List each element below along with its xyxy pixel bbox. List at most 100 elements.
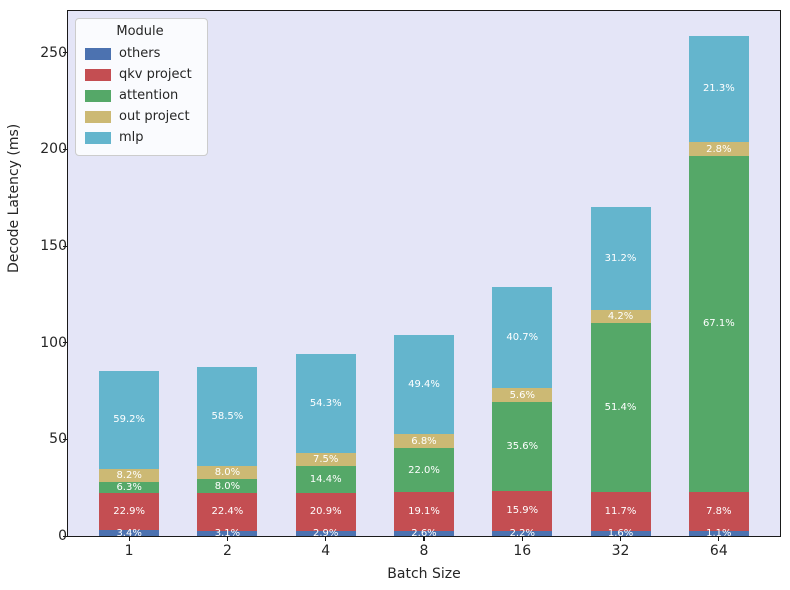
y-tick-mark [63, 342, 67, 344]
bar-segment-out-project: 2.8% [688, 142, 749, 156]
segment-percent-label: 20.9% [309, 506, 342, 518]
y-tick-mark [63, 52, 67, 54]
bar-segment-others: 2.6% [393, 528, 454, 539]
segment-percent-label: 49.4% [408, 379, 440, 391]
x-tick-mark [128, 537, 130, 541]
segment-percent-label: 3.4% [116, 527, 142, 539]
bar-segment-qkv-project: 22.9% [99, 492, 160, 531]
legend-item-qkv-project: qkv project [85, 64, 195, 85]
stacked-bar-batch-4: 2.9% 20.9% 14.4% 7.5% 54.3% [295, 353, 356, 539]
legend-item-mlp: mlp [85, 127, 195, 148]
x-tick-mark [619, 537, 622, 541]
bar-segment-mlp: 21.3% [688, 35, 749, 143]
y-tick-label: 0 [58, 528, 67, 544]
legend-swatch-icon [85, 47, 111, 60]
segment-percent-label: 54.3% [309, 397, 342, 409]
bar-segment-out-project: 8.0% [197, 465, 258, 480]
segment-percent-label: 22.4% [211, 506, 244, 518]
bar-slot-64: 1.1% 7.8% 67.1% 2.8% 21.3% [670, 11, 768, 539]
x-tick-label-32: 32 [611, 543, 630, 559]
bar-segment-others: 1.1% [688, 527, 749, 539]
bar-segment-mlp: 31.2% [590, 207, 651, 310]
legend-title: Module [116, 24, 164, 39]
legend-item-label: attention [119, 88, 179, 103]
segment-percent-label: 2.2% [509, 527, 535, 539]
bar-segment-mlp: 49.4% [393, 334, 454, 435]
bar-slot-2: 3.1% 22.4% 8.0% 8.0% 58.5% [178, 11, 276, 539]
bar-segment-out-project: 6.8% [393, 434, 454, 449]
bar-segment-others: 3.1% [197, 527, 258, 539]
x-tick-label-2: 2 [222, 543, 232, 559]
segment-percent-label: 6.8% [411, 435, 437, 447]
bar-segment-qkv-project: 7.8% [688, 491, 749, 531]
bar-segment-attention: 14.4% [295, 466, 356, 493]
y-tick-label: 200 [40, 141, 67, 158]
segment-percent-label: 59.2% [113, 414, 146, 426]
x-tick-mark [325, 537, 327, 541]
segment-percent-label: 1.6% [607, 527, 634, 539]
bar-slot-1: 3.4% 22.9% 6.3% 8.2% 59.2% [80, 11, 178, 539]
x-tick-label-1: 1 [124, 543, 134, 559]
segment-percent-label: 4.2% [607, 311, 634, 323]
y-tick-mark [63, 535, 67, 537]
legend-item-out-project: out project [85, 106, 195, 127]
x-tick-mark [423, 537, 425, 541]
legend-swatch-icon [85, 89, 111, 102]
segment-percent-label: 8.0% [214, 467, 241, 479]
x-tick-mark [718, 537, 720, 541]
legend-swatch-icon [85, 68, 111, 81]
bar-segment-attention: 8.0% [197, 479, 258, 493]
bar-segment-qkv-project: 22.4% [197, 492, 258, 531]
segment-percent-label: 40.7% [506, 332, 539, 344]
segment-percent-label: 35.6% [506, 441, 539, 453]
segment-percent-label: 67.1% [702, 318, 735, 330]
bar-segment-mlp: 59.2% [99, 370, 160, 469]
x-tick-mark [226, 537, 229, 541]
bar-segment-others: 2.9% [295, 527, 356, 539]
segment-percent-label: 5.6% [509, 389, 535, 401]
segment-percent-label: 1.1% [706, 527, 732, 539]
segment-percent-label: 2.8% [706, 143, 732, 155]
stacked-bar-batch-2: 3.1% 22.4% 8.0% 8.0% 58.5% [197, 367, 258, 539]
y-tick-mark [63, 245, 67, 247]
stacked-bar-batch-8: 2.6% 19.1% 22.0% 6.8% 49.4% [393, 334, 454, 539]
bars-row: 3.4% 22.9% 6.3% 8.2% 59.2% 3.1% 22.4% 8.0% 8.0% 5… [68, 11, 780, 539]
stacked-bar-batch-64: 1.1% 7.8% 67.1% 2.8% 21.3% [688, 35, 749, 539]
legend-items: others qkv project attention out project mlp [85, 43, 195, 148]
legend-item-others: others [85, 43, 195, 64]
bar-segment-out-project: 4.2% [590, 309, 651, 324]
y-tick-label: 100 [40, 334, 67, 351]
stacked-bar-batch-32: 1.6% 11.7% 51.4% 4.2% 31.2% [590, 207, 651, 539]
bar-segment-attention: 22.0% [393, 448, 454, 493]
bar-segment-qkv-project: 19.1% [393, 492, 454, 531]
stacked-bar-batch-1: 3.4% 22.9% 6.3% 8.2% 59.2% [99, 370, 160, 539]
bar-segment-attention: 6.3% [99, 482, 160, 493]
legend-item-attention: attention [85, 85, 195, 106]
segment-percent-label: 22.0% [408, 464, 440, 476]
bar-segment-attention: 51.4% [590, 323, 651, 493]
bar-slot-8: 2.6% 19.1% 22.0% 6.8% 49.4% [375, 11, 473, 539]
legend-item-label: qkv project [119, 67, 192, 82]
segment-percent-label: 14.4% [309, 474, 342, 486]
segment-percent-label: 2.9% [313, 527, 339, 539]
bar-segment-others: 1.6% [590, 527, 651, 539]
bar-segment-attention: 67.1% [688, 155, 749, 492]
bar-segment-qkv-project: 11.7% [590, 492, 651, 531]
segment-percent-label: 8.0% [214, 480, 241, 492]
segment-percent-label: 3.1% [214, 527, 241, 539]
legend: Module others qkv project attention out pro… [75, 18, 208, 156]
x-axis-label: Batch Size [387, 566, 461, 582]
y-tick-label: 50 [49, 431, 67, 448]
segment-percent-label: 7.5% [313, 454, 339, 466]
segment-percent-label: 51.4% [604, 402, 637, 414]
stacked-bar-batch-16: 2.2% 15.9% 35.6% 5.6% 40.7% [492, 287, 553, 539]
bar-segment-mlp: 54.3% [295, 353, 356, 453]
segment-percent-label: 58.5% [211, 410, 244, 422]
y-tick-label: 250 [40, 44, 67, 61]
bar-segment-mlp: 58.5% [197, 367, 258, 466]
x-tick-label-8: 8 [419, 543, 429, 559]
x-tick-label-64: 64 [709, 543, 728, 559]
x-tick-mark [521, 537, 523, 541]
bar-segment-others: 2.2% [492, 527, 553, 539]
